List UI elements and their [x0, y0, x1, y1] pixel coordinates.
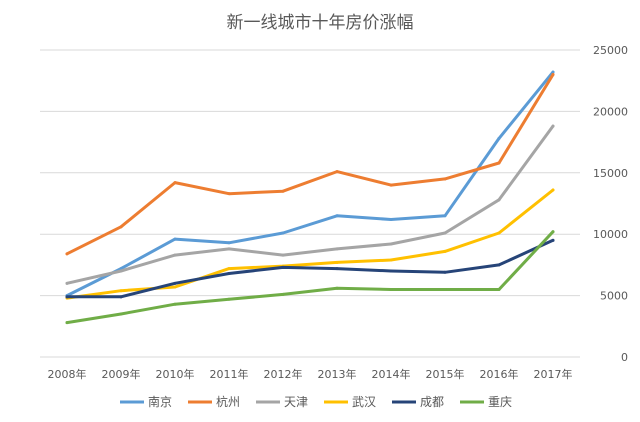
data-point — [227, 267, 231, 271]
data-point — [335, 260, 339, 264]
data-point — [443, 214, 447, 218]
y-tick-label: 15000 — [593, 167, 628, 180]
data-point — [335, 170, 339, 174]
data-point — [227, 297, 231, 301]
data-point — [227, 271, 231, 275]
data-point — [389, 269, 393, 273]
legend-label: 成都 — [420, 395, 444, 409]
legend-item: 武汉 — [324, 395, 376, 409]
series-line-0 — [65, 70, 555, 298]
data-point — [173, 285, 177, 289]
y-tick-label: 25000 — [593, 44, 628, 57]
data-point — [119, 225, 123, 229]
data-point — [551, 124, 555, 128]
data-point — [65, 252, 69, 256]
x-tick-label: 2015年 — [426, 367, 465, 381]
data-point — [227, 192, 231, 196]
y-tick-label: 10000 — [593, 228, 628, 241]
y-tick-label: 0 — [621, 351, 628, 364]
series-line-5 — [65, 230, 555, 325]
data-point — [389, 217, 393, 221]
data-point — [281, 292, 285, 296]
legend-item: 成都 — [392, 395, 444, 409]
data-point — [335, 214, 339, 218]
data-point — [497, 231, 501, 235]
data-point — [227, 241, 231, 245]
series-lines — [65, 70, 555, 325]
x-tick-label: 2013年 — [318, 367, 357, 381]
data-point — [335, 247, 339, 251]
series-line-2 — [65, 124, 555, 285]
y-axis-ticks: 0 5000 10000 15000 20000 25000 — [593, 44, 628, 364]
series-line-1 — [65, 73, 555, 256]
data-point — [497, 198, 501, 202]
gridlines — [40, 49, 580, 358]
data-point — [65, 295, 69, 299]
data-point — [497, 263, 501, 267]
data-point — [497, 287, 501, 291]
data-point — [389, 183, 393, 187]
legend-label: 武汉 — [352, 395, 376, 409]
data-point — [551, 188, 555, 192]
data-point — [443, 177, 447, 181]
legend-item: 天津 — [256, 395, 308, 409]
series-line-3 — [65, 188, 555, 300]
data-point — [551, 238, 555, 242]
data-point — [119, 312, 123, 316]
x-axis-ticks: 2008年 2009年 2010年 2011年 2012年 2013年 2014年 2015年… — [48, 367, 573, 381]
legend-label: 天津 — [284, 395, 308, 409]
x-tick-label: 2014年 — [372, 367, 411, 381]
data-point — [227, 247, 231, 251]
y-tick-label: 5000 — [600, 290, 628, 303]
x-tick-label: 2016年 — [480, 367, 519, 381]
data-point — [281, 265, 285, 269]
data-point — [173, 281, 177, 285]
legend-label: 重庆 — [488, 395, 512, 409]
data-point — [173, 181, 177, 185]
series-line-4 — [65, 238, 555, 299]
data-point — [119, 289, 123, 293]
data-point — [389, 258, 393, 262]
data-point — [65, 321, 69, 325]
data-point — [497, 161, 501, 165]
legend-item: 重庆 — [460, 395, 512, 409]
legend-item: 南京 — [120, 394, 172, 409]
data-point — [173, 237, 177, 241]
data-point — [281, 231, 285, 235]
x-tick-label: 2010年 — [156, 367, 195, 381]
data-point — [443, 287, 447, 291]
data-point — [173, 253, 177, 257]
data-point — [443, 270, 447, 274]
data-point — [389, 287, 393, 291]
data-point — [551, 230, 555, 234]
data-point — [551, 73, 555, 77]
data-point — [65, 281, 69, 285]
data-point — [281, 253, 285, 257]
legend: 南京 杭州 天津 武汉 成都 重庆 — [120, 394, 512, 409]
data-point — [443, 249, 447, 253]
x-tick-label: 2017年 — [534, 367, 573, 381]
legend-item: 杭州 — [188, 394, 240, 409]
data-point — [119, 269, 123, 273]
x-tick-label: 2008年 — [48, 367, 87, 381]
data-point — [551, 70, 555, 74]
data-point — [389, 242, 393, 246]
legend-label: 南京 — [148, 394, 172, 409]
data-point — [443, 231, 447, 235]
data-point — [119, 295, 123, 299]
data-point — [335, 267, 339, 271]
y-tick-label: 20000 — [593, 105, 628, 118]
data-point — [281, 189, 285, 193]
data-point — [497, 136, 501, 140]
data-point — [335, 286, 339, 290]
x-tick-label: 2012年 — [264, 367, 303, 381]
x-tick-label: 2009年 — [102, 367, 141, 381]
chart-title: 新一线城市十年房价涨幅 — [227, 13, 414, 33]
legend-label: 杭州 — [216, 394, 240, 409]
x-tick-label: 2011年 — [210, 367, 249, 381]
data-point — [173, 302, 177, 306]
